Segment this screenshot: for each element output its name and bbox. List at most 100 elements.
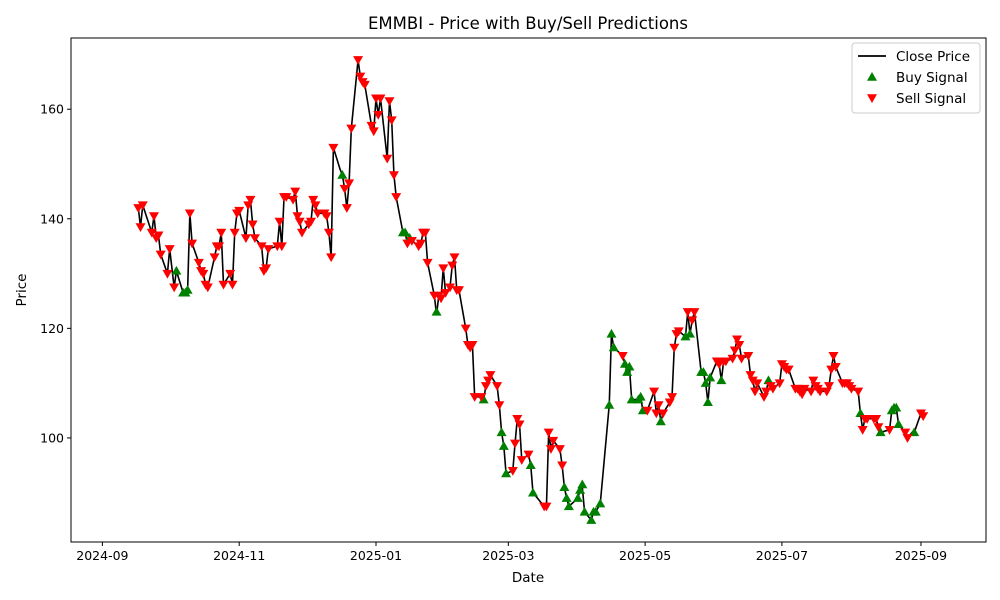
sell-signal-marker <box>256 242 267 252</box>
sell-signal-marker <box>384 97 395 106</box>
buy-signal-marker <box>716 375 727 385</box>
sell-signal-marker <box>438 264 449 274</box>
sell-signal-marker <box>225 269 236 279</box>
x-tick-label: 2025-05 <box>619 548 671 563</box>
buy-signal-marker <box>337 169 348 179</box>
sell-signal-marker <box>449 253 460 263</box>
sell-signal-marker <box>263 245 274 254</box>
sell-signal-marker <box>485 371 496 380</box>
sell-signal-marker <box>341 204 352 213</box>
sell-signal-marker <box>548 436 559 446</box>
sell-signal-marker <box>436 294 447 304</box>
sell-signal-marker <box>727 354 738 364</box>
sell-signal-marker <box>884 425 895 435</box>
sell-signal-marker <box>281 193 292 202</box>
sell-signal-marker <box>216 228 227 238</box>
sell-signal-marker <box>783 365 794 375</box>
sell-signal-marker <box>649 387 660 397</box>
sell-signal-marker <box>902 434 913 443</box>
legend: Close Price Buy Signal Sell Signal <box>851 42 981 114</box>
buy-signal-marker <box>572 493 583 502</box>
sell-signal-marker <box>391 193 402 202</box>
sell-signal-marker <box>750 387 761 397</box>
sell-signal-marker <box>828 351 839 361</box>
buy-signal-marker <box>561 493 572 502</box>
x-tick-label: 2024-11 <box>213 548 265 563</box>
sell-signal-marker <box>420 228 431 238</box>
sell-signal-marker <box>516 456 527 465</box>
buy-signal-marker <box>635 391 646 401</box>
sell-signal-marker <box>554 445 565 454</box>
buy-signal-marker <box>698 367 709 376</box>
sell-signal-marker <box>312 209 323 219</box>
sell-signal-layer <box>133 56 929 512</box>
sell-signal-marker <box>375 94 386 104</box>
sell-signal-marker <box>321 212 332 222</box>
sell-signal-marker <box>245 195 256 205</box>
buy-signal-marker <box>559 482 570 491</box>
buy-signal-marker <box>498 441 509 450</box>
sell-signal-marker <box>373 110 384 120</box>
sell-signal-marker <box>382 154 393 164</box>
buy-signal-marker <box>171 265 182 275</box>
sell-signal-marker <box>155 250 166 260</box>
buy-signal-marker <box>655 416 666 426</box>
sell-signal-marker <box>209 253 220 263</box>
sell-signal-marker <box>871 414 882 424</box>
legend-sell-swatch <box>867 94 877 103</box>
sell-signal-marker <box>406 236 417 246</box>
sell-signal-marker <box>292 212 303 222</box>
legend-box <box>851 42 981 114</box>
sell-signal-marker <box>447 261 458 271</box>
sell-signal-marker <box>687 316 698 326</box>
sell-signal-marker <box>247 220 258 230</box>
sell-signal-marker <box>135 223 146 232</box>
y-tick-label: 140 <box>40 211 64 226</box>
sell-signal-marker <box>162 269 173 279</box>
sell-signal-marker <box>164 245 175 254</box>
buy-signal-marker <box>624 361 635 371</box>
sell-signal-marker <box>734 341 745 350</box>
buy-signal-layer <box>171 169 920 524</box>
buy-signal-marker <box>891 402 902 412</box>
buy-signal-marker <box>182 285 193 294</box>
sell-signal-marker <box>808 376 819 386</box>
sell-signal-marker <box>276 242 287 252</box>
sell-signal-marker <box>806 387 817 397</box>
legend-buy-swatch <box>867 72 877 81</box>
sell-signal-marker <box>290 187 301 197</box>
buy-signal-marker <box>684 328 695 338</box>
buy-signal-marker <box>496 427 507 437</box>
sell-signal-marker <box>460 324 471 334</box>
sell-signal-marker <box>368 127 379 137</box>
sell-signal-marker <box>824 382 835 391</box>
sell-signal-marker <box>653 401 664 411</box>
sell-signal-marker <box>198 269 209 279</box>
sell-signal-marker <box>346 124 357 134</box>
sell-signal-marker <box>743 351 754 361</box>
y-axis-title: Price <box>14 274 30 307</box>
sell-signal-marker <box>261 264 272 274</box>
sell-signal-marker <box>339 184 350 194</box>
legend-label: Buy Signal <box>896 70 968 86</box>
chart-title: EMMBI - Price with Buy/Sell Predictions <box>368 14 688 33</box>
sell-signal-marker <box>799 384 810 394</box>
x-tick-label: 2025-03 <box>482 548 534 563</box>
sell-signal-marker <box>752 379 763 389</box>
sell-signal-marker <box>469 393 480 402</box>
sell-signal-marker <box>137 201 148 211</box>
x-axis-title: Date <box>512 570 544 586</box>
sell-signal-marker <box>617 351 628 361</box>
buy-signal-marker <box>702 397 713 407</box>
sell-signal-marker <box>386 116 397 126</box>
sell-signal-marker <box>294 217 305 227</box>
sell-signal-marker <box>148 212 159 222</box>
sell-signal-marker <box>353 56 364 65</box>
sell-signal-marker <box>214 242 225 252</box>
sell-signal-marker <box>492 382 503 391</box>
sell-signal-marker <box>761 387 772 397</box>
buy-signal-marker <box>586 515 597 524</box>
buy-signal-marker <box>637 405 648 415</box>
sell-signal-marker <box>146 228 157 238</box>
sell-signal-marker <box>366 121 377 131</box>
